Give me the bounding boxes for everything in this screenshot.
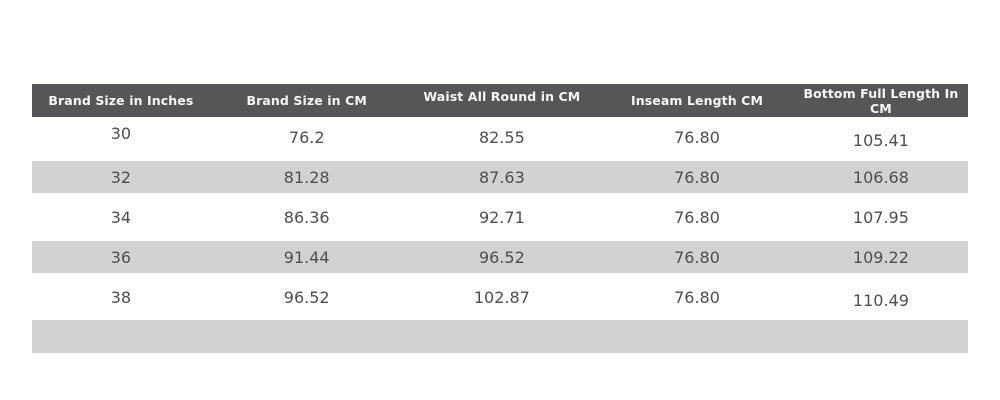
table-row: 30 76.2 82.55 76.80 105.41 [32,117,968,157]
table-row: 32 81.28 87.63 76.80 106.68 [32,157,968,197]
column-header-brand-size-cm: Brand Size in CM [246,93,367,108]
table-cell: 86.36 [283,207,330,227]
table-cell: 76.80 [674,127,720,147]
table-cell: 76.80 [674,207,720,227]
table-cell: 82.55 [478,127,525,147]
column-header-bottom-full-length-cm: Bottom Full Length In CM [803,85,959,116]
size-chart-table: Brand Size in Inches Brand Size in CM Wa… [32,84,968,353]
table-cell: 34 [110,207,132,227]
table-cell: 76.2 [288,127,325,147]
table-cell: 91.44 [283,247,330,267]
table-row: 36 91.44 96.52 76.80 109.22 [32,237,968,277]
table-cell: 76.80 [674,247,720,267]
column-header-brand-size-inches: Brand Size in Inches [48,93,194,108]
table-cell: 92.71 [478,207,525,227]
table-cell: 87.63 [478,167,525,187]
table-cell: 110.49 [852,290,909,310]
table-cell: 102.87 [473,287,530,307]
table-cell: 107.95 [852,207,909,227]
table-cell: 32 [110,167,132,187]
table-cell: 76.80 [674,287,720,307]
table-cell: 96.52 [283,287,330,307]
table-cell: 76.80 [674,167,720,187]
empty-footer-row [32,320,968,353]
table-cell: 96.52 [478,247,525,267]
table-row: 38 96.52 102.87 76.80 110.49 [32,277,968,317]
table-cell: 106.68 [852,167,909,187]
table-cell: 38 [110,287,132,307]
table-cell: 105.41 [852,130,909,150]
table-cell: 30 [110,123,132,143]
table-cell: 36 [110,247,132,267]
table-row: 34 86.36 92.71 76.80 107.95 [32,197,968,237]
column-header-inseam-length-cm: Inseam Length CM [630,93,763,108]
table-cell: 81.28 [283,167,330,187]
column-header-waist-all-round-cm: Waist All Round in CM [423,89,581,104]
table-header-row: Brand Size in Inches Brand Size in CM Wa… [32,84,968,117]
table-cell: 109.22 [852,247,909,267]
